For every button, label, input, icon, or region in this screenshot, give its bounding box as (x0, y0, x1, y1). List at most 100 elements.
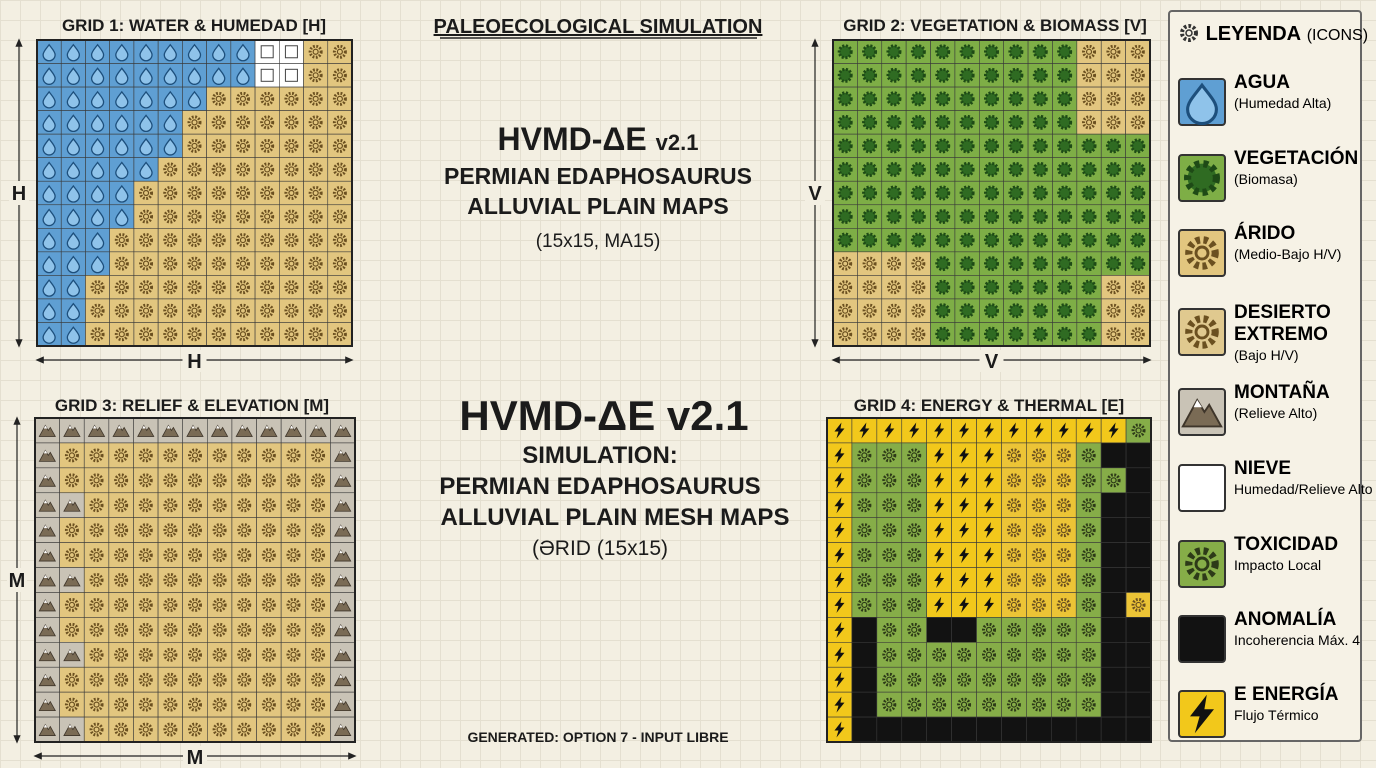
grid-cell (182, 716, 208, 743)
grid-cell (109, 275, 135, 300)
gear-hub (191, 477, 199, 484)
leaf-icon (1008, 91, 1024, 107)
gear-hub (290, 676, 297, 683)
grid-cell (230, 251, 256, 276)
drop-icon (42, 137, 56, 156)
snowcap (166, 425, 171, 429)
grid-cell (1125, 666, 1152, 693)
gear-icon (311, 548, 326, 563)
snowcap (339, 475, 343, 479)
leaf-icon (862, 44, 878, 60)
leaf-icon (910, 91, 926, 107)
snowcap (43, 575, 48, 578)
gear-hub (93, 651, 100, 658)
gear-hub (866, 331, 873, 338)
center-heading: HVMD-ΔE v2.1 (459, 392, 748, 439)
gear-hub (167, 236, 174, 244)
gear-icon (114, 256, 129, 271)
gear-icon (1056, 573, 1071, 587)
gear-hub (314, 626, 322, 633)
gear-hub (911, 551, 918, 559)
grid-cell (207, 617, 233, 643)
grid-cell (182, 592, 208, 618)
gear-icon (163, 256, 178, 271)
grid-cell (182, 691, 208, 718)
gear-icon (188, 498, 202, 513)
drop-icon (187, 43, 202, 62)
gear-icon (237, 722, 252, 737)
snowcap (339, 425, 343, 429)
leaf-icon (1057, 256, 1073, 272)
grid-cell (279, 275, 304, 300)
grid-cell (1001, 517, 1027, 543)
grid-cell (279, 133, 304, 158)
grid-cell (230, 110, 256, 135)
legend-label: DESIERTO EXTREMO (Bajo H/V) (1234, 302, 1358, 364)
gear-hub (215, 307, 222, 314)
axis-label-bg (183, 746, 207, 768)
gear-icon (311, 573, 326, 587)
grid-cell (826, 492, 853, 518)
grid-cell (1075, 691, 1102, 718)
gear-icon (882, 672, 897, 687)
grid-cell (1100, 322, 1126, 347)
gear-icon (211, 303, 226, 318)
gear-icon (64, 597, 79, 612)
gear-hub (265, 726, 272, 733)
gear-hub (118, 284, 125, 291)
leaf-icon (1081, 256, 1097, 272)
grid-cell (901, 517, 927, 543)
gear-icon (163, 672, 178, 687)
gear-icon (286, 597, 301, 612)
snowcap (339, 724, 343, 728)
leaf-icon (935, 161, 951, 177)
leaf-icon (959, 256, 975, 272)
gear-icon (261, 448, 276, 463)
gear-icon (212, 597, 227, 612)
legend-label-text: E ENERGÍA (1234, 684, 1339, 705)
gear-icon (138, 622, 153, 637)
grid-cell (280, 517, 307, 543)
gear-hub (118, 502, 125, 509)
snowcap (339, 599, 343, 603)
gear-hub (290, 701, 297, 708)
grid-cell (207, 666, 233, 693)
gear-hub (1085, 119, 1093, 126)
grid-cell (207, 691, 233, 718)
bolt-icon (834, 572, 845, 588)
legend-label: VEGETACIÓN (Biomasa) (1234, 148, 1358, 188)
grid-border (36, 39, 353, 347)
legend-item: ANOMALÍA Incoherencia Máx. 4 (1178, 609, 1360, 669)
grid-cell (327, 110, 353, 135)
mountain-icon (137, 424, 155, 437)
grid-cell (256, 642, 282, 668)
gear-icon (1006, 473, 1021, 488)
gear-hub (886, 551, 893, 559)
leaf-icon (1032, 67, 1048, 83)
grid-cell (1051, 642, 1077, 668)
grid-cell (1125, 716, 1152, 743)
grid-cell (83, 691, 110, 718)
leaf-icon (1105, 256, 1121, 272)
gear-hub (290, 527, 297, 534)
grid-cell (1051, 691, 1077, 718)
grid-cell (851, 617, 878, 643)
center-note: (ƏRID (15x15) (532, 537, 668, 560)
gear-hub (68, 601, 76, 609)
gear-icon (1106, 115, 1121, 130)
gear-icon (163, 622, 178, 637)
gear-icon (1031, 473, 1046, 488)
gear-icon (1006, 548, 1021, 563)
gear-icon (114, 523, 129, 538)
gear-icon (188, 597, 202, 612)
drop-icon (42, 255, 56, 274)
gear-hub (1134, 48, 1141, 55)
gear-hub (842, 307, 849, 314)
gear-hub (264, 331, 271, 338)
gear-hub (265, 551, 272, 559)
gear-hub (890, 307, 898, 314)
grid-cell (305, 592, 331, 618)
gear-hub (1060, 676, 1067, 683)
gear-hub (288, 307, 295, 314)
grid-cell (305, 642, 331, 668)
